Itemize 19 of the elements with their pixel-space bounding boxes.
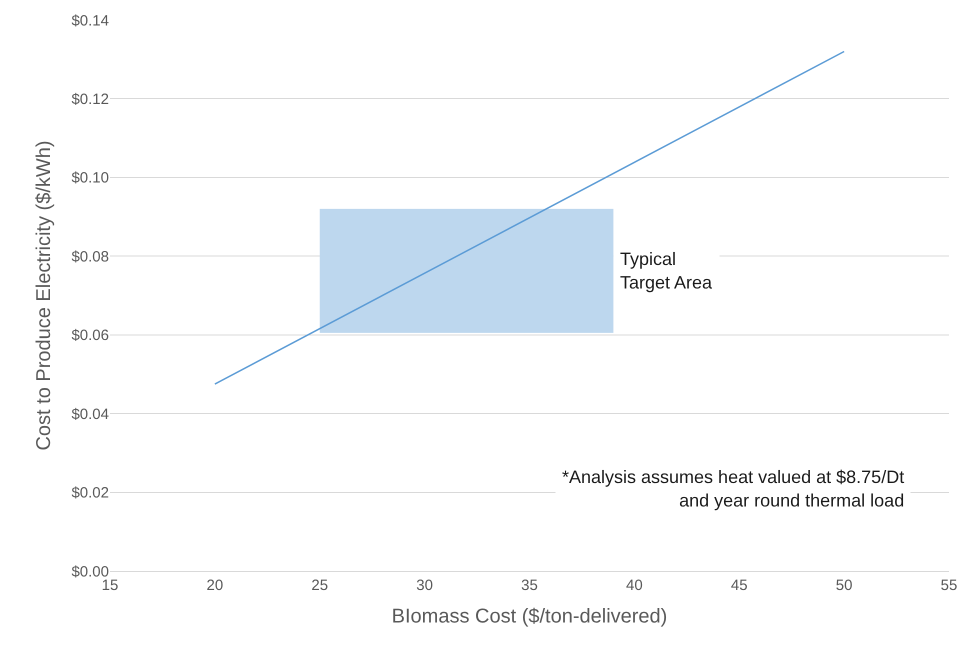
x-tick-label: 40 — [626, 577, 643, 594]
x-tick-label: 50 — [836, 577, 852, 594]
y-tick-label: $0.02 — [71, 484, 109, 502]
annotation: *Analysis assumes heat valued at $8.75/Dt and year round thermal load — [562, 467, 904, 510]
x-tick-label: 55 — [940, 577, 958, 594]
x-tick-label: 30 — [416, 577, 433, 594]
y-axis-title: Cost to Produce Electricity ($/kWh) — [32, 140, 55, 451]
y-tick-label: $0.12 — [71, 90, 109, 108]
x-tick-label: 20 — [206, 577, 224, 594]
y-tick-label: $0.04 — [71, 406, 109, 423]
x-tick-label: 45 — [730, 577, 748, 594]
y-tick-label: $0.08 — [71, 248, 109, 266]
y-tick-label: $0.10 — [71, 170, 109, 187]
x-tick-label: 35 — [521, 577, 538, 594]
y-tick-label: $0.06 — [71, 327, 109, 344]
annotation: Typical Target Area — [620, 249, 714, 292]
x-tick-label: 25 — [311, 577, 328, 594]
y-tick-label: $0.14 — [71, 12, 109, 30]
x-axis-title: BIomass Cost ($/ton-delivered) — [392, 606, 668, 628]
